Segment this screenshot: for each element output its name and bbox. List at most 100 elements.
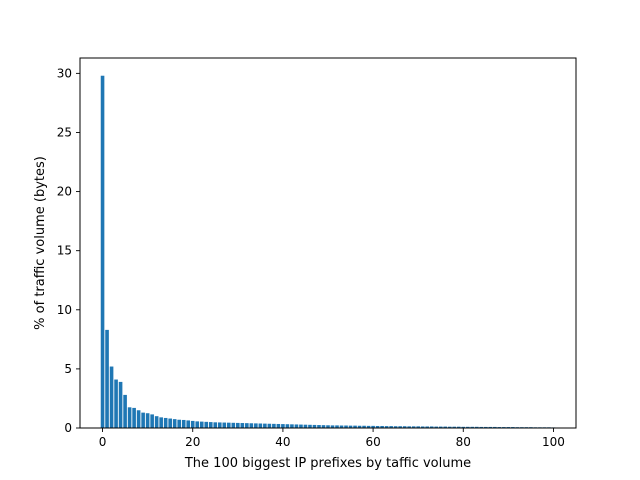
bar bbox=[416, 426, 420, 428]
x-axis-label: The 100 biggest IP prefixes by taffic vo… bbox=[184, 456, 471, 471]
bar bbox=[236, 422, 240, 428]
bar bbox=[141, 412, 145, 428]
bar bbox=[317, 425, 321, 428]
bar bbox=[263, 423, 267, 428]
bar bbox=[303, 424, 308, 428]
bar bbox=[254, 423, 258, 428]
x-tick-label: 40 bbox=[275, 435, 290, 449]
bar bbox=[159, 417, 163, 428]
bar bbox=[267, 423, 272, 428]
x-tick-label: 80 bbox=[456, 435, 471, 449]
bar-series bbox=[100, 75, 556, 428]
bar bbox=[208, 422, 213, 428]
y-axis: 0 5 10 15 20 25 30 bbox=[57, 66, 80, 435]
bar bbox=[127, 407, 132, 428]
x-tick-label: 100 bbox=[542, 435, 565, 449]
bar bbox=[398, 426, 402, 428]
bar bbox=[245, 423, 249, 428]
bar bbox=[109, 366, 114, 428]
bar bbox=[240, 423, 245, 428]
bar bbox=[434, 426, 439, 428]
bar bbox=[186, 420, 191, 428]
bar bbox=[371, 425, 375, 428]
y-tick-label: 20 bbox=[57, 185, 72, 199]
x-tick-label: 60 bbox=[365, 435, 380, 449]
bar bbox=[204, 421, 209, 428]
bar bbox=[443, 426, 448, 428]
bar bbox=[366, 425, 371, 428]
bar bbox=[299, 424, 303, 428]
bar bbox=[136, 410, 141, 428]
bar bbox=[438, 426, 443, 428]
bar bbox=[285, 424, 290, 428]
bar bbox=[411, 426, 416, 428]
bar bbox=[425, 426, 430, 428]
bar bbox=[380, 425, 384, 428]
bar bbox=[362, 425, 366, 428]
bar bbox=[479, 426, 484, 428]
bar bbox=[330, 425, 335, 428]
bar bbox=[393, 426, 398, 428]
y-tick-label: 10 bbox=[57, 303, 72, 317]
bar bbox=[312, 424, 317, 428]
bar bbox=[308, 424, 312, 428]
bar bbox=[493, 426, 497, 428]
y-axis-label: % of traffic volume (bytes) bbox=[33, 156, 48, 330]
bar bbox=[217, 422, 222, 428]
bar bbox=[272, 423, 276, 428]
bar bbox=[123, 394, 127, 428]
bar bbox=[484, 426, 488, 428]
plot-frame bbox=[79, 57, 577, 429]
bar bbox=[281, 424, 285, 428]
bar bbox=[461, 426, 466, 428]
bar bbox=[420, 426, 425, 428]
y-tick-label: 15 bbox=[57, 244, 72, 258]
bar bbox=[389, 426, 393, 428]
bar bbox=[249, 423, 254, 428]
bar bbox=[226, 422, 231, 428]
bar bbox=[488, 426, 493, 428]
bar bbox=[114, 379, 118, 428]
bar bbox=[348, 425, 353, 428]
bar bbox=[339, 425, 344, 428]
bar bbox=[190, 420, 195, 428]
bar bbox=[276, 423, 281, 428]
bar bbox=[452, 426, 457, 428]
bar bbox=[100, 75, 105, 428]
bar bbox=[163, 417, 168, 428]
bar bbox=[474, 426, 479, 428]
y-tick-label: 30 bbox=[57, 66, 72, 80]
bar bbox=[199, 421, 204, 428]
bar bbox=[150, 414, 154, 428]
bar bbox=[154, 416, 159, 428]
bar bbox=[429, 426, 434, 428]
bar bbox=[321, 425, 326, 428]
bar bbox=[181, 419, 186, 428]
bar bbox=[402, 426, 407, 428]
bar bbox=[118, 381, 123, 428]
bar bbox=[231, 422, 236, 428]
bar bbox=[335, 425, 339, 428]
bar bbox=[456, 426, 461, 428]
bar bbox=[258, 423, 263, 428]
x-tick-label: 20 bbox=[185, 435, 200, 449]
bar bbox=[132, 407, 136, 428]
y-tick-label: 5 bbox=[64, 362, 72, 376]
y-tick-label: 25 bbox=[57, 125, 72, 139]
bar bbox=[195, 421, 200, 428]
bar bbox=[326, 425, 330, 428]
bar bbox=[222, 422, 227, 428]
bar bbox=[172, 419, 177, 428]
bar bbox=[465, 426, 470, 428]
y-tick-label: 0 bbox=[64, 421, 72, 435]
bar bbox=[447, 426, 452, 428]
bar bbox=[384, 426, 389, 428]
bar bbox=[375, 425, 380, 428]
bar bbox=[470, 426, 475, 428]
bar bbox=[177, 419, 182, 428]
bar bbox=[290, 424, 294, 428]
bar bbox=[344, 425, 348, 428]
x-axis: 0 20 40 60 80 100 bbox=[99, 428, 565, 449]
x-tick-label: 0 bbox=[99, 435, 107, 449]
